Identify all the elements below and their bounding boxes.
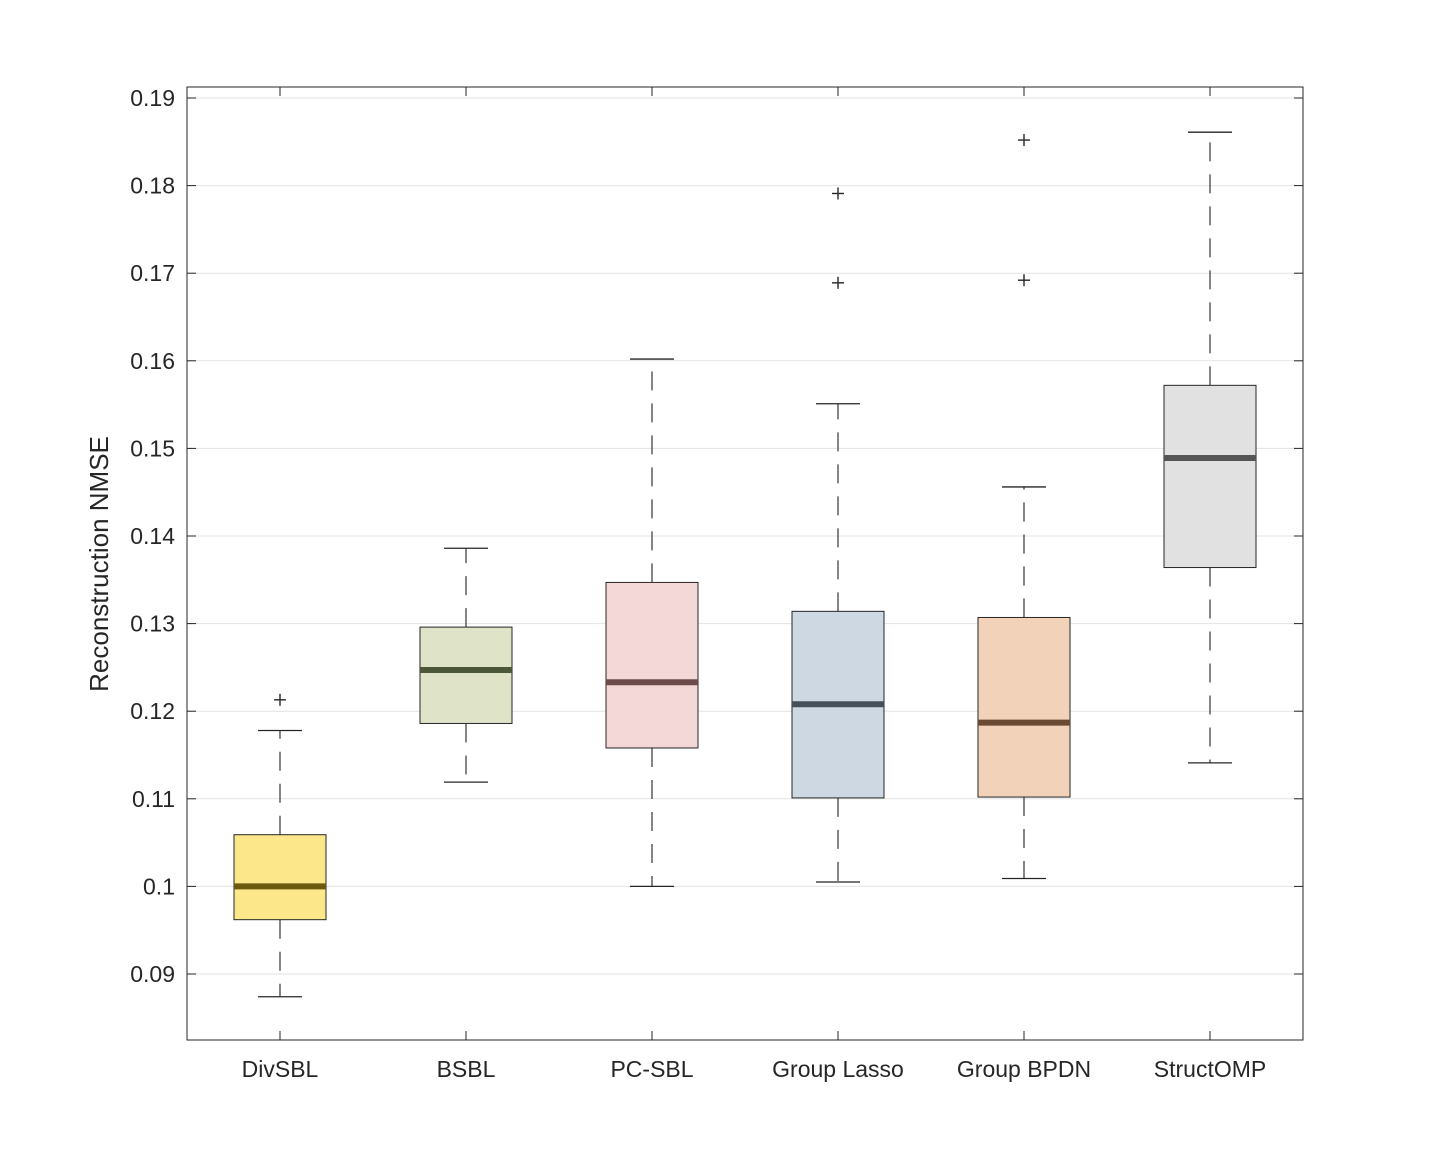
y-tick-label: 0.17 [130, 260, 175, 286]
x-tick-label: Group Lasso [772, 1056, 904, 1082]
grid-lines [187, 97, 1303, 975]
box-body [977, 616, 1071, 798]
box-divsbl [233, 693, 327, 998]
box-structomp [1163, 131, 1257, 764]
x-tick-label: StructOMP [1154, 1056, 1266, 1082]
y-tick-label: 0.09 [130, 961, 175, 987]
y-tick-label: 0.15 [130, 435, 175, 461]
outlier-marker [1018, 274, 1030, 287]
box-series [233, 131, 1257, 998]
box-body [233, 834, 327, 921]
y-tick-label: 0.19 [130, 85, 175, 111]
outlier-marker [1018, 134, 1030, 147]
box-pc-sbl [605, 358, 699, 888]
box-bsbl [419, 547, 513, 783]
outlier-marker [832, 276, 844, 289]
x-tick-label: DivSBL [242, 1056, 319, 1082]
box-body [605, 581, 699, 749]
y-tick-label: 0.1 [143, 873, 175, 899]
y-tick-label: 0.16 [130, 348, 175, 374]
plot-frame [186, 86, 1304, 1041]
x-tick-label: BSBL [437, 1056, 496, 1082]
x-tick-labels: DivSBL BSBL PC-SBL Group Lasso Group BPDN Str… [242, 1056, 1267, 1082]
box-body [419, 626, 513, 724]
y-tick-label: 0.13 [130, 611, 175, 637]
y-axis-label: Reconstruction NMSE [84, 436, 114, 692]
y-tick-label: 0.11 [132, 786, 175, 812]
box-group-lasso [791, 187, 885, 883]
y-tick-label: 0.12 [130, 698, 175, 724]
x-tick-label: PC-SBL [610, 1056, 693, 1082]
outlier-marker [274, 693, 286, 706]
plot-area [187, 87, 1303, 1040]
y-tick-labels: 0.09 0.1 0.11 0.12 0.13 0.14 0.15 0.16 0.17 0.18 0… [130, 85, 175, 987]
box-group-bpdn [977, 134, 1071, 880]
axis-ticks [187, 87, 1303, 1040]
x-tick-label: Group BPDN [957, 1056, 1091, 1082]
box-body [1163, 384, 1257, 569]
y-tick-label: 0.14 [130, 523, 175, 549]
y-tick-label: 0.18 [130, 173, 175, 199]
outlier-marker [832, 187, 844, 200]
